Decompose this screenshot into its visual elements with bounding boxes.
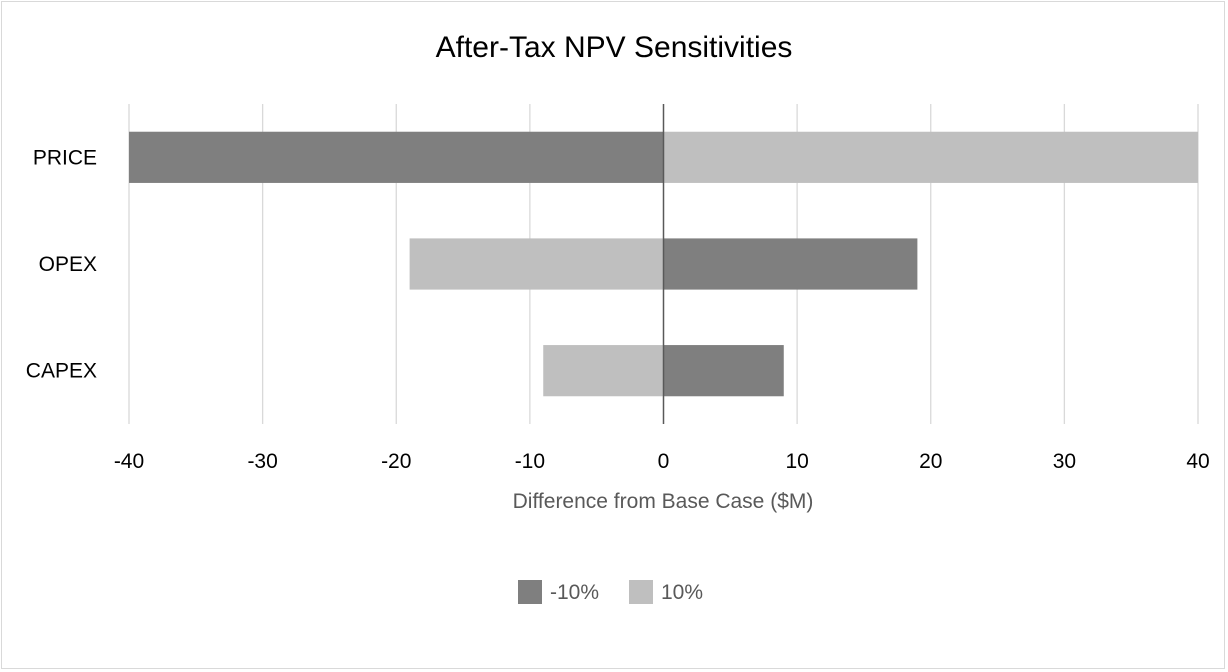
bar-opex-series-1 (663, 238, 918, 290)
x-tick-label: 40 (1186, 450, 1209, 473)
category-label: CAPEX (26, 360, 97, 383)
bar-price-series-2 (663, 131, 1198, 183)
category-labels: PRICE OPEX CAPEX (26, 146, 97, 382)
x-tick-label: -30 (247, 450, 277, 473)
chart-title: After-Tax NPV Sensitivities (436, 31, 793, 64)
bar-opex-series-2 (409, 238, 664, 290)
legend-label: -10% (550, 581, 599, 604)
bar-capex-series-1 (663, 345, 784, 397)
legend-label: 10% (661, 581, 703, 604)
bar-price-series-1 (129, 131, 664, 183)
x-tick-label: 10 (785, 450, 808, 473)
x-tick-label: 0 (658, 450, 670, 473)
legend-swatch (518, 580, 542, 604)
x-tick-label: -10 (515, 450, 545, 473)
bar-capex-series-2 (543, 345, 664, 397)
legend: -10% 10% (518, 580, 703, 604)
bars (129, 131, 1198, 397)
category-label: PRICE (33, 146, 97, 169)
x-tick-label: -20 (381, 450, 411, 473)
x-axis-title: Difference from Base Case ($M) (513, 490, 814, 513)
x-tick-label: -40 (114, 450, 144, 473)
x-tick-label: 30 (1053, 450, 1076, 473)
legend-swatch (629, 580, 653, 604)
x-tick-label: 20 (919, 450, 942, 473)
x-tick-labels: -40 -30 -20 -10 0 10 20 30 40 (114, 450, 1210, 473)
category-label: OPEX (39, 253, 97, 276)
